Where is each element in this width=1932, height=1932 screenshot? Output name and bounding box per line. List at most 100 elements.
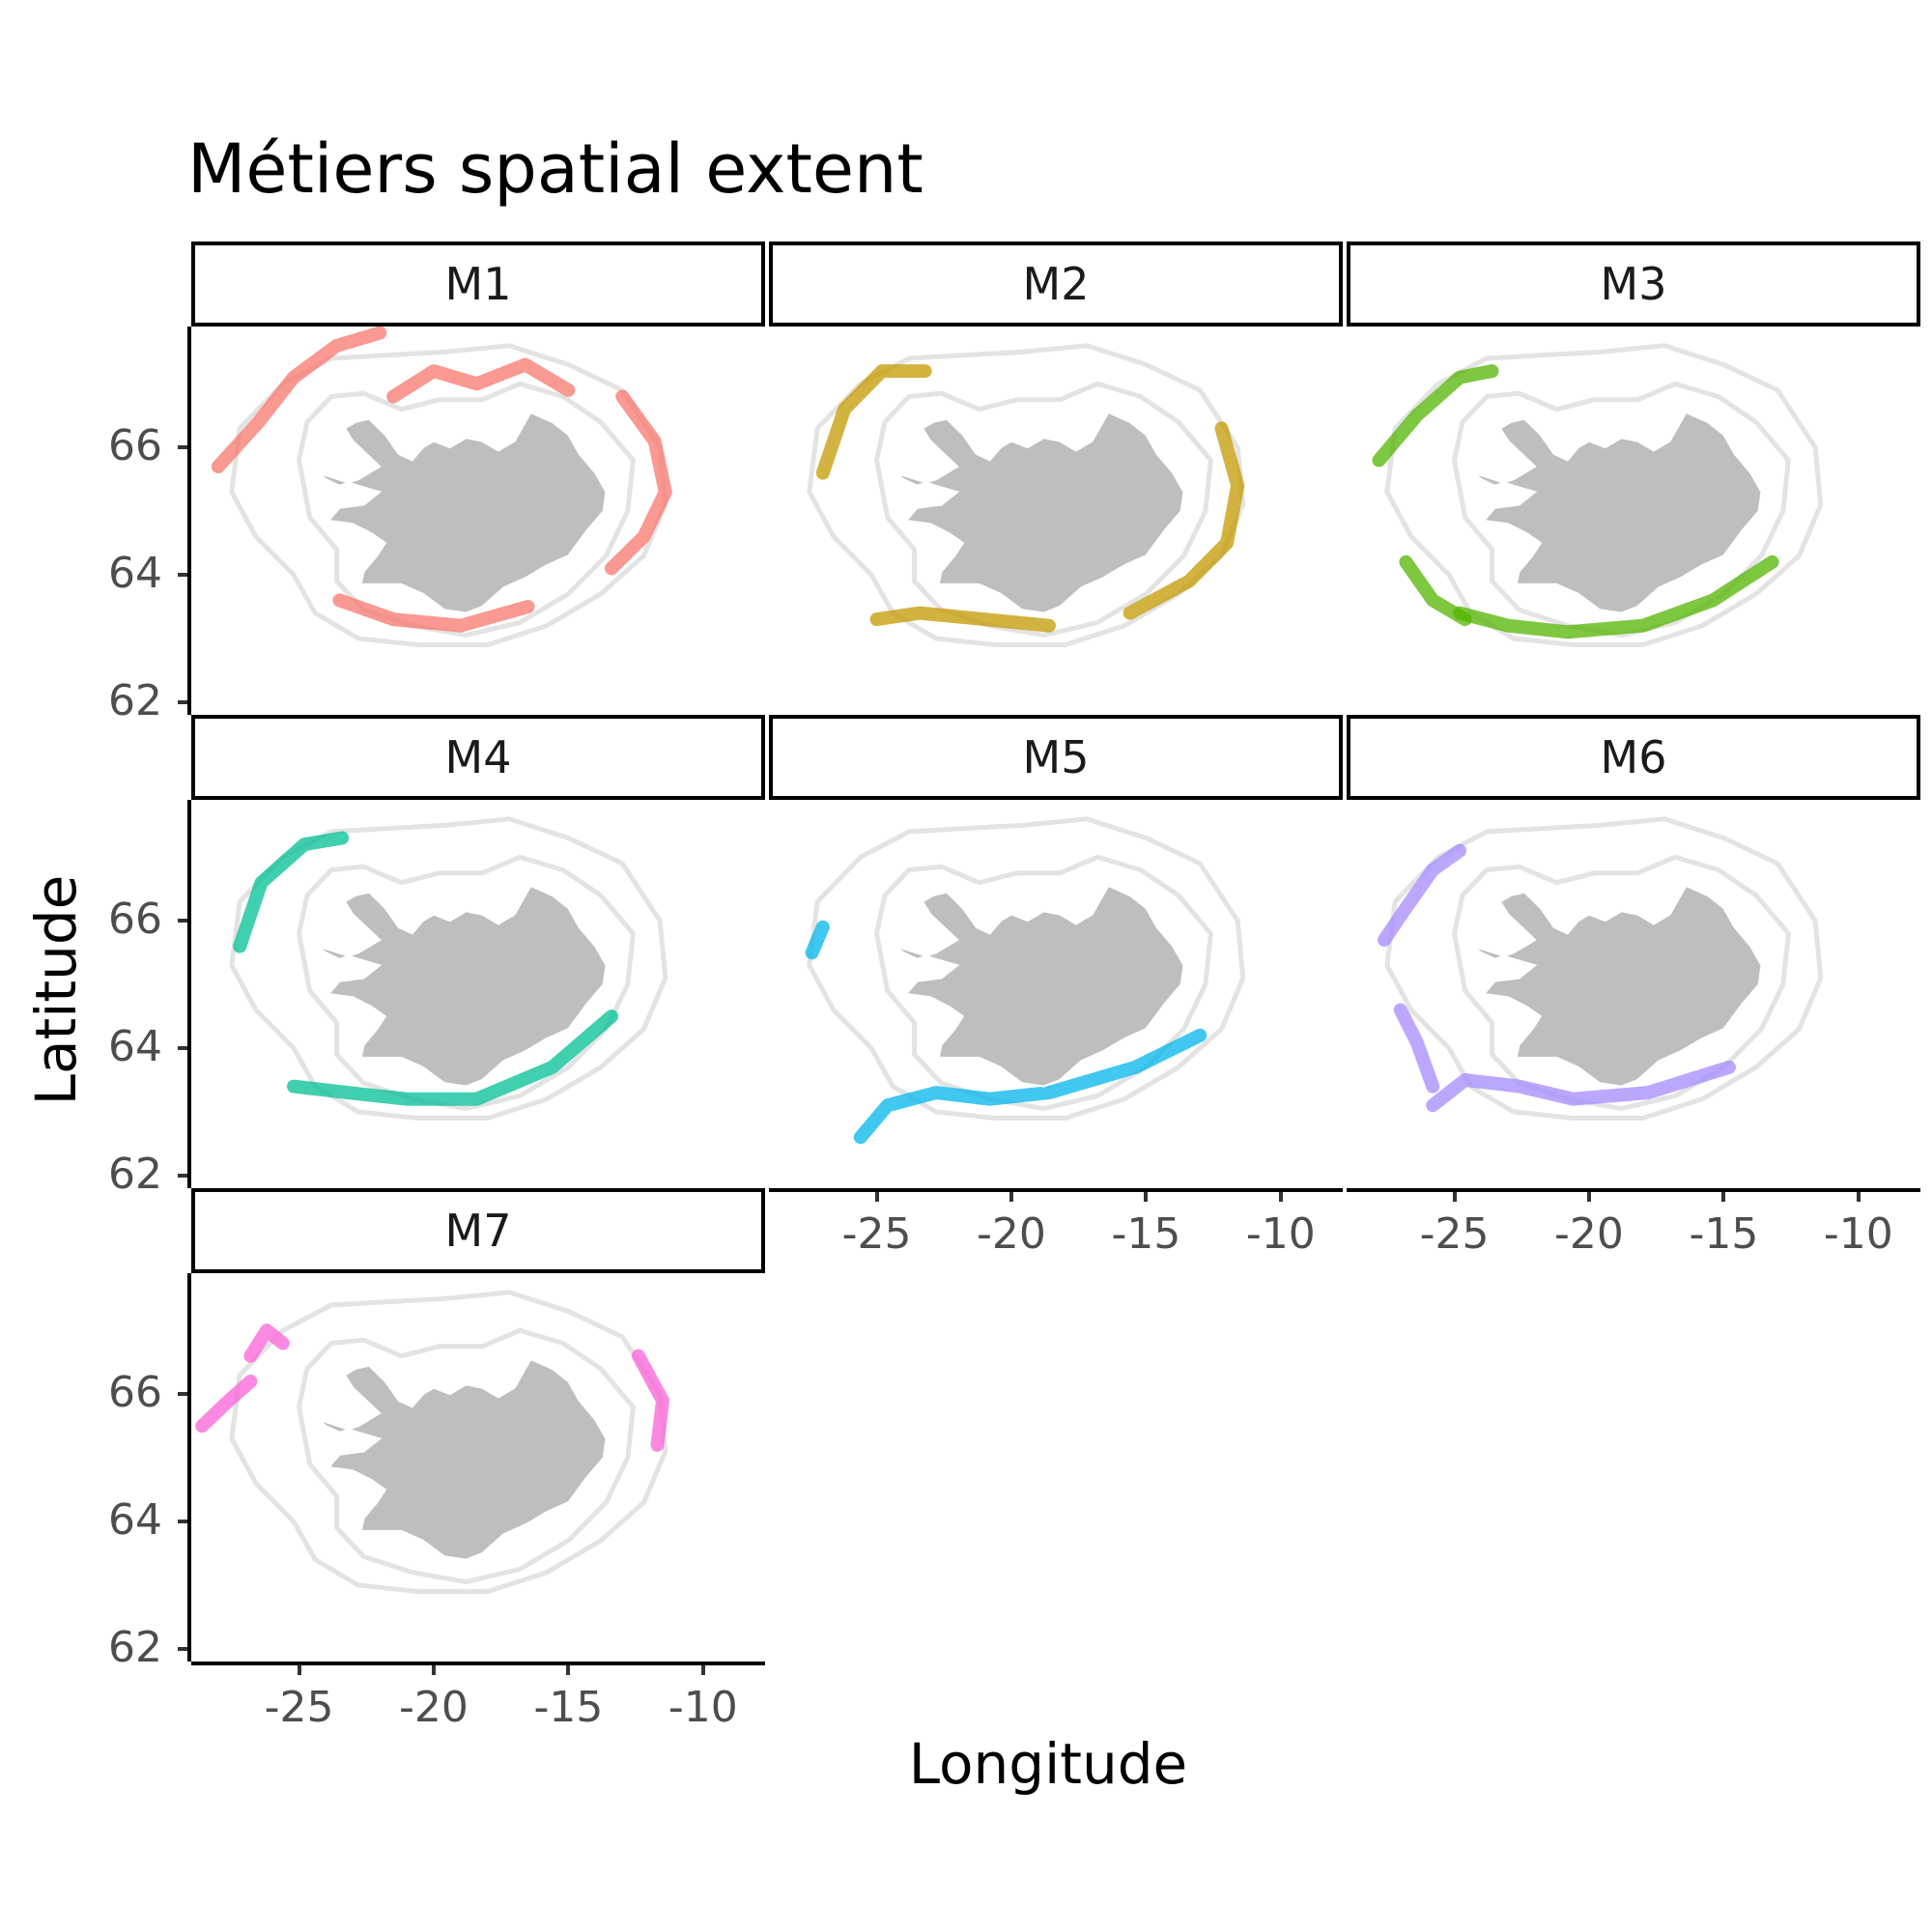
x-tick-label--10: -10 <box>1245 1209 1316 1259</box>
y-tick-66 <box>178 445 187 450</box>
y-tick-64 <box>178 1520 187 1524</box>
y-tick-label-66: 66 <box>108 895 162 945</box>
fishing-track-m6-2 <box>1426 1060 1736 1113</box>
fishing-track-m7-2 <box>243 1323 290 1363</box>
y-tick-label-64: 64 <box>108 1022 162 1072</box>
y-tick-62 <box>178 1646 187 1651</box>
x-tick--25 <box>1452 1192 1457 1202</box>
fishing-track-m6-1 <box>1378 843 1467 947</box>
depth-contour-inner <box>1451 381 1791 639</box>
iceland-landmass <box>895 411 1185 614</box>
x-tick-label--15: -15 <box>1111 1209 1181 1259</box>
y-tick-label-64: 64 <box>108 1495 162 1546</box>
x-tick--25 <box>297 1665 301 1675</box>
x-tick--20 <box>1009 1192 1013 1202</box>
iceland-landmass <box>1472 411 1763 614</box>
fishing-track-m1-1 <box>211 327 387 473</box>
map-plot <box>807 343 1246 647</box>
y-tick-62 <box>178 1173 187 1178</box>
fishing-track-m5-2 <box>805 920 830 960</box>
x-tick--10 <box>1856 1192 1861 1202</box>
x-tick-label--25: -25 <box>841 1209 912 1259</box>
depth-contour-inner <box>296 854 636 1112</box>
facet-strip-m3: M3 <box>1347 242 1920 327</box>
facet-panel-m7 <box>191 1273 765 1662</box>
x-tick-label--15: -15 <box>1689 1209 1759 1259</box>
map-plot <box>195 1290 669 1594</box>
facet-panel-m2 <box>769 327 1343 715</box>
iceland-landmass <box>1472 884 1763 1088</box>
map-plot <box>805 816 1246 1145</box>
y-tick-label-66: 66 <box>108 421 162 471</box>
facet-panel-m3 <box>1347 327 1920 715</box>
facet-strip-m7: M7 <box>191 1188 765 1273</box>
map-plot <box>1378 816 1824 1121</box>
fishing-track-m7-3 <box>631 1349 669 1452</box>
depth-contour-outer <box>1384 816 1824 1121</box>
iceland-landmass <box>317 884 608 1088</box>
x-axis-line-m7 <box>191 1662 765 1665</box>
y-tick-64 <box>178 573 187 578</box>
depth-contour-inner <box>296 1327 636 1585</box>
y-tick-66 <box>178 919 187 923</box>
fishing-track-m3-1 <box>1372 364 1499 468</box>
x-axis-label: Longitude <box>908 1731 1188 1797</box>
y-tick-label-62: 62 <box>108 1622 162 1672</box>
x-tick--10 <box>1278 1192 1283 1202</box>
map-plot <box>229 816 668 1121</box>
iceland-landmass <box>895 884 1185 1088</box>
x-axis-line-m5 <box>769 1188 1343 1192</box>
y-axis-line-m1 <box>187 327 191 715</box>
y-axis-label: Latitude <box>23 874 89 1106</box>
x-tick--15 <box>566 1665 571 1675</box>
y-axis-line-m7 <box>187 1273 191 1662</box>
iceland-landmass <box>317 411 608 614</box>
fishing-track-m6-3 <box>1393 1003 1440 1094</box>
iceland-landmass <box>317 1357 608 1561</box>
map-plot <box>211 327 672 647</box>
facet-strip-m4: M4 <box>191 715 765 800</box>
x-tick-label--10: -10 <box>668 1683 738 1732</box>
facet-strip-m6: M6 <box>1347 715 1920 800</box>
depth-contour-inner <box>296 381 636 639</box>
fishing-track-m1-2 <box>605 389 672 576</box>
fishing-track-m7-1 <box>195 1375 258 1434</box>
fishing-track-m4-1 <box>233 831 350 953</box>
x-tick-label--20: -20 <box>399 1683 469 1732</box>
fishing-track-m3-2 <box>1453 554 1779 639</box>
y-tick-66 <box>178 1392 187 1397</box>
y-tick-label-62: 62 <box>108 1149 162 1199</box>
facet-strip-m2: M2 <box>769 242 1343 327</box>
x-tick--15 <box>1721 1192 1726 1202</box>
facet-panel-m4 <box>191 800 765 1188</box>
depth-contour-inner <box>1451 854 1791 1112</box>
x-tick--15 <box>1144 1192 1149 1202</box>
facet-strip-m5: M5 <box>769 715 1343 800</box>
depth-contour-inner <box>873 381 1213 639</box>
x-tick--20 <box>431 1665 436 1675</box>
map-plot <box>1372 343 1824 647</box>
fishing-track-m1-3 <box>332 593 535 633</box>
fishing-track-m2-2 <box>1122 421 1245 620</box>
facet-strip-m1: M1 <box>191 242 765 327</box>
facet-panel-m6 <box>1347 800 1920 1188</box>
facet-panel-m1 <box>191 327 765 715</box>
x-tick-label--20: -20 <box>977 1209 1046 1259</box>
y-axis-line-m4 <box>187 800 191 1188</box>
fishing-track-m2-1 <box>815 364 932 480</box>
x-tick--20 <box>1586 1192 1591 1202</box>
x-tick-label--20: -20 <box>1554 1209 1624 1259</box>
x-tick-label--15: -15 <box>533 1683 604 1732</box>
x-tick--10 <box>700 1665 705 1675</box>
y-tick-label-62: 62 <box>108 675 162 725</box>
y-tick-64 <box>178 1046 187 1051</box>
fishing-track-m3-3 <box>1399 554 1472 627</box>
depth-contour-inner <box>873 854 1213 1112</box>
fishing-track-m2-3 <box>869 606 1056 633</box>
facet-panel-m5 <box>769 800 1343 1188</box>
fishing-track-m4-2 <box>287 1009 618 1106</box>
fishing-track-m5-1 <box>853 1028 1208 1145</box>
chart-title: Métiers spatial extent <box>187 129 923 209</box>
y-tick-label-66: 66 <box>108 1368 162 1418</box>
